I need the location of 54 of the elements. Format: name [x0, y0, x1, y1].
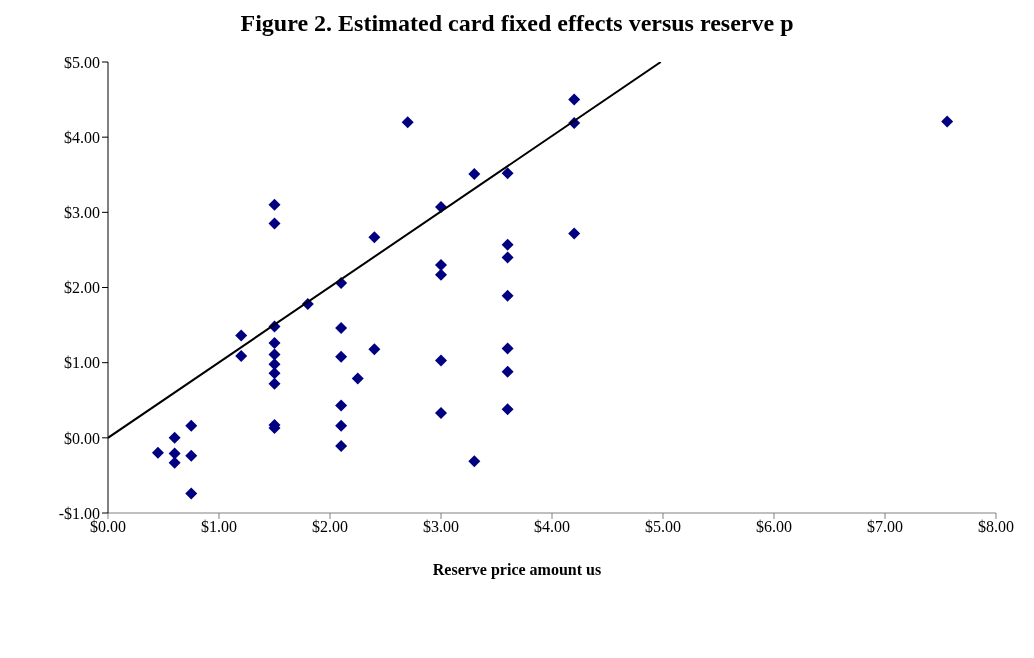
point	[185, 487, 198, 500]
point	[235, 349, 248, 362]
x-axis-title: Reserve price amount us	[431, 561, 603, 579]
point	[268, 337, 281, 350]
point	[268, 217, 281, 230]
point	[435, 354, 447, 367]
x-tick-label: $6.00	[756, 518, 792, 536]
point	[368, 231, 381, 244]
x-tick-label: $2.00	[312, 518, 348, 536]
point	[501, 403, 514, 416]
point	[401, 116, 414, 129]
x-tick-label: $4.00	[534, 518, 570, 536]
point	[468, 455, 481, 468]
y-tick-label: $1.00	[64, 354, 100, 372]
point	[235, 329, 248, 342]
point	[168, 431, 181, 444]
point	[335, 399, 348, 412]
point	[151, 446, 164, 459]
x-tick-label: $1.00	[201, 518, 237, 536]
point	[268, 348, 281, 361]
point	[335, 322, 348, 335]
x-tick-label: $5.00	[645, 518, 681, 536]
point	[435, 258, 447, 271]
x-tick-label: $3.00	[423, 518, 459, 536]
point	[268, 377, 281, 390]
point	[501, 365, 514, 378]
point	[268, 367, 281, 380]
point	[568, 227, 581, 240]
point	[335, 419, 348, 432]
point	[501, 251, 514, 264]
y-tick-label: $3.00	[64, 204, 100, 222]
point	[501, 289, 514, 302]
chart-title: Figure 2. Estimated card fixed effects versus reserve p	[239, 10, 795, 37]
point	[268, 198, 281, 211]
point	[335, 440, 348, 453]
point	[501, 238, 514, 251]
y-tick-label: $4.00	[64, 128, 100, 146]
point	[185, 419, 198, 432]
point	[941, 115, 954, 128]
point	[501, 167, 514, 180]
point	[351, 372, 364, 385]
point	[435, 407, 447, 420]
point	[335, 350, 348, 363]
point	[501, 342, 514, 355]
point	[185, 449, 198, 462]
x-tick-label: $7.00	[867, 518, 903, 536]
y-tick-label: $0.00	[64, 429, 100, 447]
point	[568, 93, 581, 106]
point	[468, 168, 481, 180]
x-tick-label: $8.00	[978, 518, 1014, 536]
point	[168, 447, 181, 460]
point	[368, 343, 381, 356]
y-tick-label: $5.00	[64, 53, 100, 71]
y-tick-label: $2.00	[64, 279, 100, 297]
